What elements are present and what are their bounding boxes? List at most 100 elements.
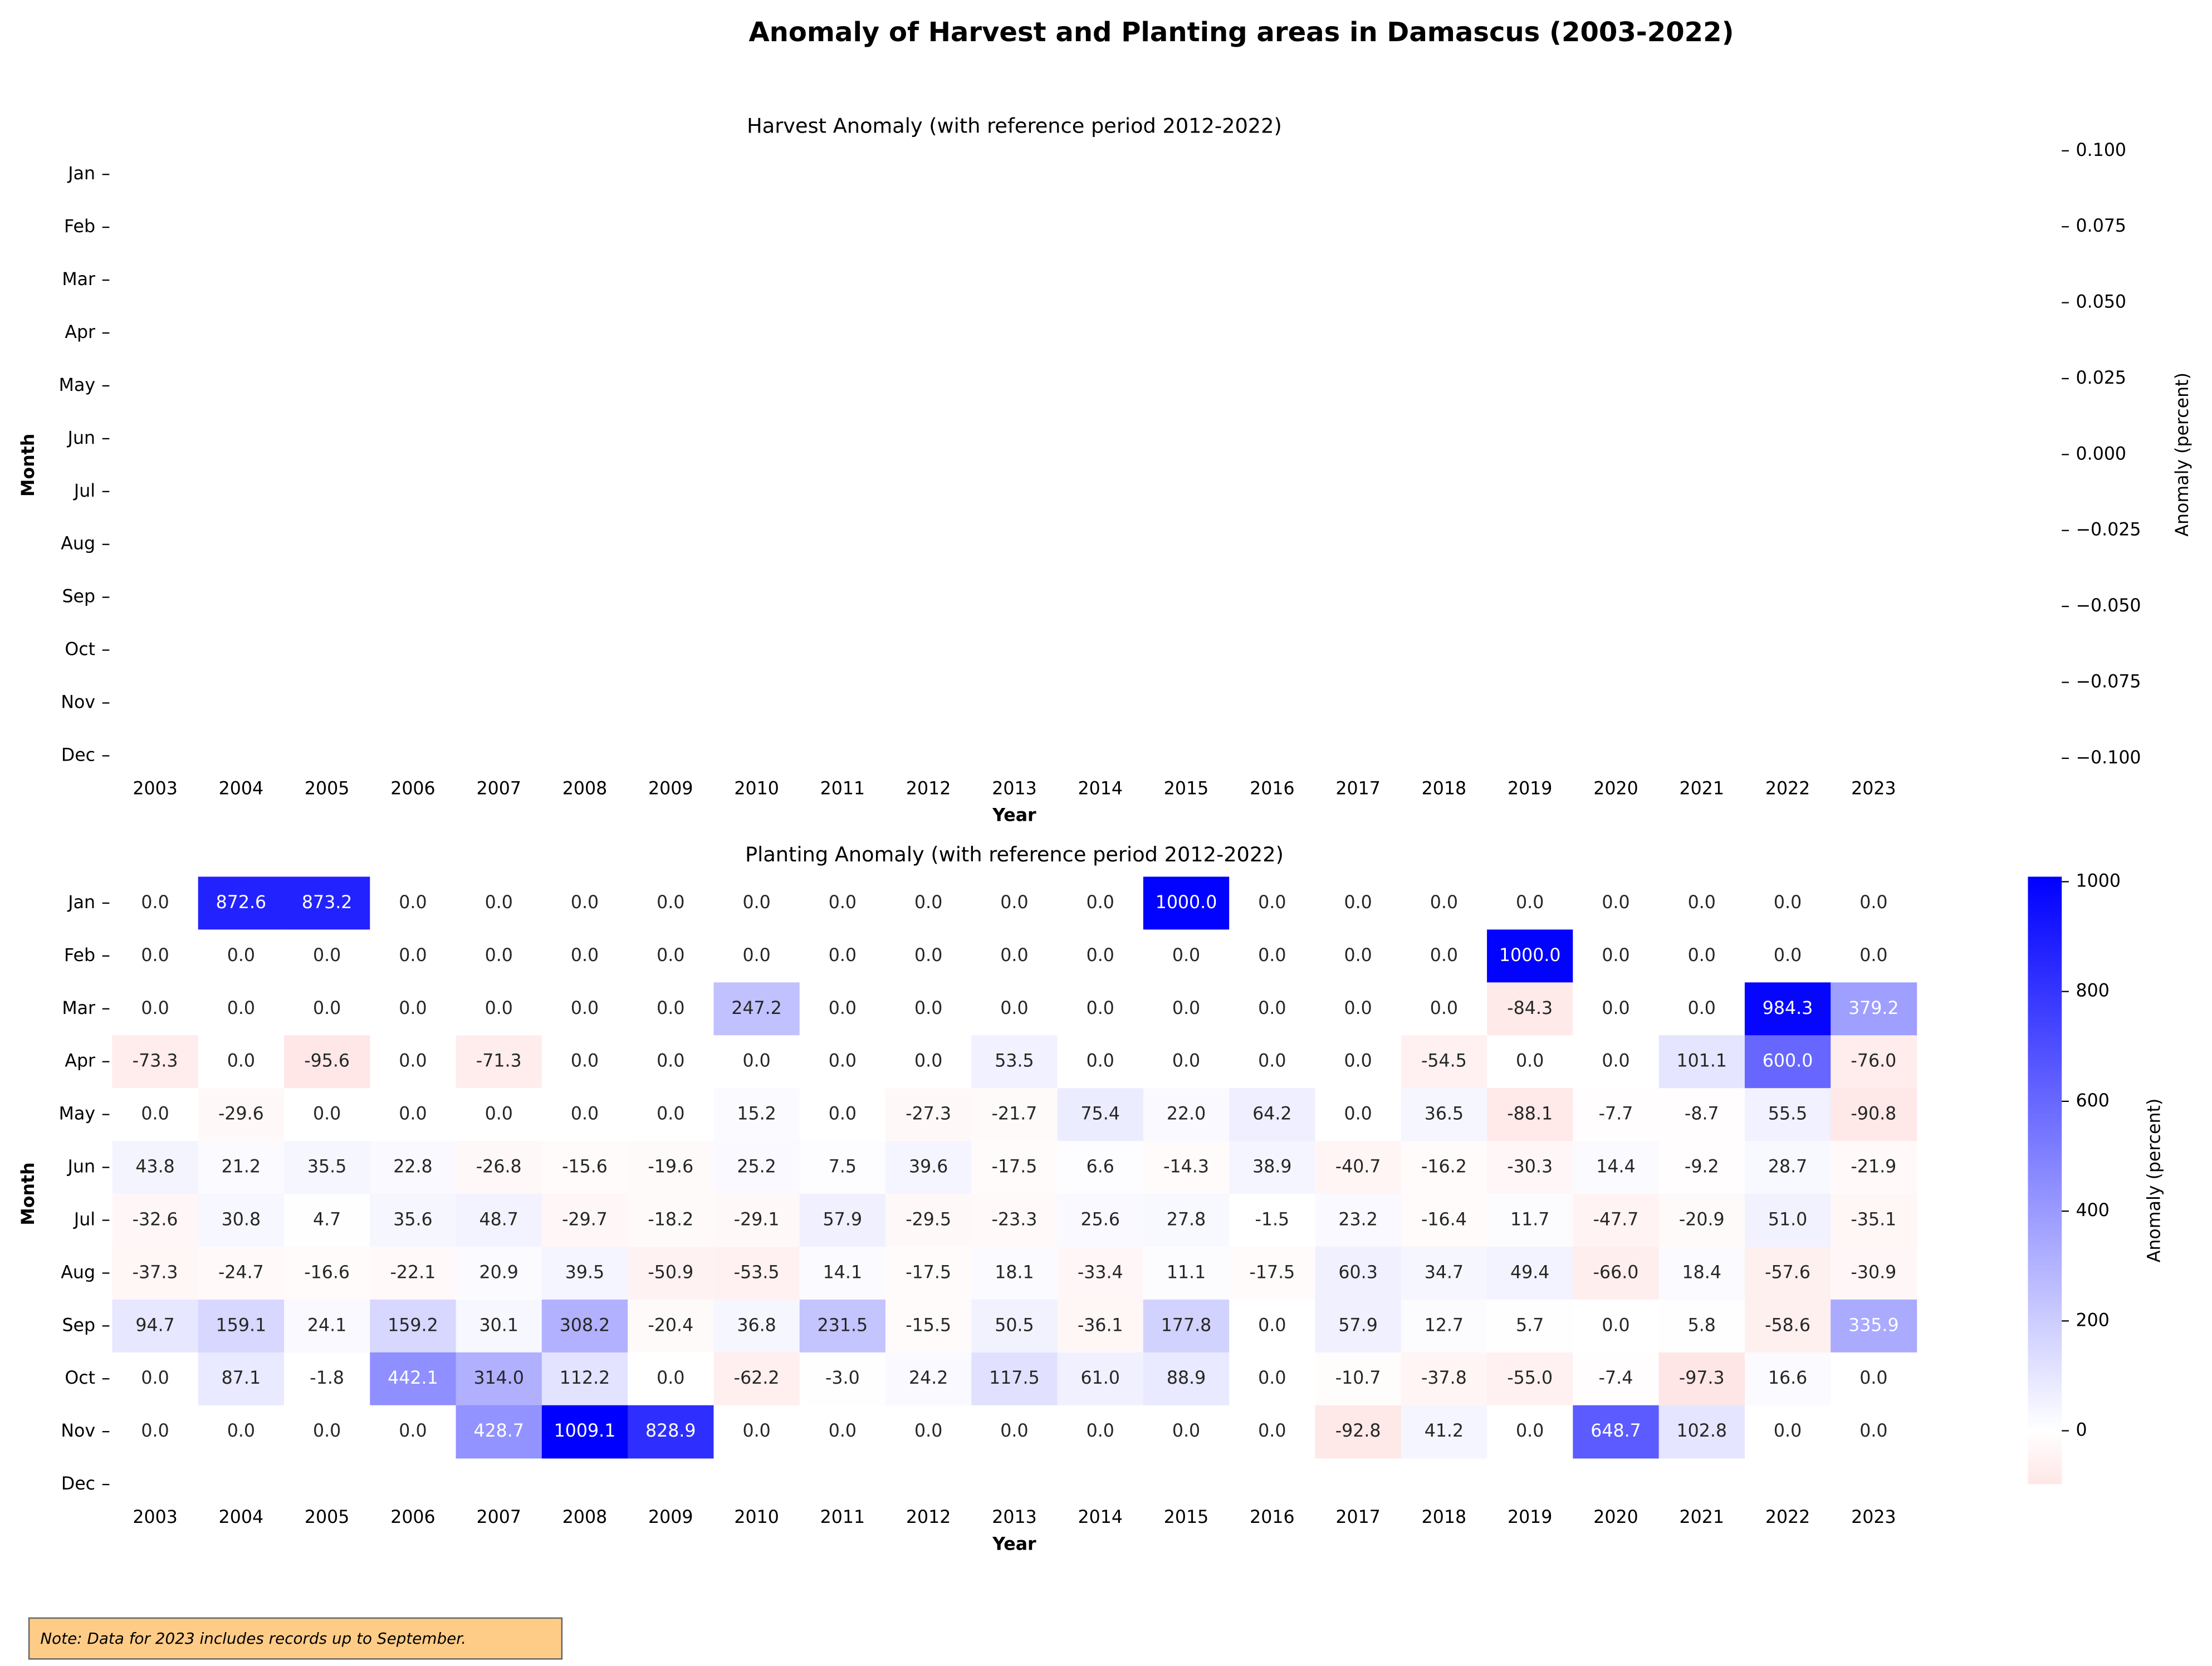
cell-label: -53.5 bbox=[734, 1262, 780, 1282]
heatmap-cell bbox=[885, 1352, 972, 1406]
cell-label: -27.3 bbox=[906, 1104, 951, 1124]
heatmap-cell bbox=[1658, 929, 1745, 983]
cell-label: -35.1 bbox=[1851, 1209, 1896, 1229]
heatmap-cell bbox=[628, 1194, 715, 1247]
cell-label: -76.0 bbox=[1851, 1051, 1896, 1071]
cell-label: 0.0 bbox=[1774, 1421, 1802, 1441]
heatmap-cell bbox=[1057, 1194, 1144, 1247]
heatmap-cell bbox=[1401, 982, 1487, 1036]
heatmap-cell bbox=[1401, 1299, 1487, 1353]
cell-label: 34.7 bbox=[1425, 1262, 1464, 1282]
heatmap-cell bbox=[541, 1035, 628, 1089]
heatmap-cell bbox=[1831, 1352, 1917, 1406]
cell-label: 87.1 bbox=[222, 1368, 261, 1388]
heatmap-cell bbox=[1229, 1088, 1316, 1141]
heatmap-cell bbox=[1573, 1035, 1660, 1089]
y-tick-label: Apr bbox=[65, 322, 95, 342]
cell-label: 88.9 bbox=[1167, 1368, 1206, 1388]
cell-label: -14.3 bbox=[1163, 1157, 1209, 1177]
cell-label: -24.7 bbox=[218, 1262, 264, 1282]
heatmap-cell bbox=[370, 1088, 457, 1141]
heatmap-cell bbox=[284, 1035, 371, 1089]
y-tick-label: Feb bbox=[64, 217, 95, 237]
heatmap-cell bbox=[541, 1088, 628, 1141]
heatmap-cell bbox=[1573, 1194, 1660, 1247]
cell-label: 0.0 bbox=[227, 1051, 255, 1071]
heatmap-cell bbox=[1143, 1299, 1230, 1353]
y-tick-label: Jun bbox=[67, 1157, 95, 1177]
heatmap-cell bbox=[198, 1088, 285, 1141]
heatmap-cell bbox=[1143, 982, 1230, 1036]
x-tick-label: 2013 bbox=[992, 779, 1036, 799]
heatmap-cell bbox=[799, 1035, 886, 1089]
cell-label: 0.0 bbox=[227, 998, 255, 1018]
cell-label: 0.0 bbox=[1688, 945, 1716, 966]
cell-label: 308.2 bbox=[560, 1315, 610, 1335]
x-tick-label: 2019 bbox=[1508, 1507, 1552, 1527]
heatmap-cell bbox=[112, 876, 199, 930]
cell-label: 314.0 bbox=[473, 1368, 524, 1388]
cell-label: -22.1 bbox=[390, 1262, 436, 1282]
colorbar-tick-label: 0.050 bbox=[2076, 292, 2127, 312]
heatmap-cell bbox=[198, 876, 285, 930]
heatmap-cell bbox=[1487, 1141, 1574, 1194]
heatmap-cell bbox=[1315, 1141, 1402, 1194]
cell-label: -3.0 bbox=[825, 1368, 860, 1388]
heatmap-cell bbox=[1573, 1352, 1660, 1406]
heatmap-cell bbox=[1315, 1088, 1402, 1141]
y-tick-label: Jan bbox=[67, 893, 95, 913]
heatmap-cell bbox=[284, 982, 371, 1036]
heatmap-cell bbox=[971, 1088, 1058, 1141]
cell-label: -32.6 bbox=[133, 1209, 178, 1229]
heatmap-cell bbox=[112, 929, 199, 983]
note-box bbox=[28, 1617, 563, 1660]
heatmap-cell bbox=[112, 1299, 199, 1353]
cell-label: 379.2 bbox=[1848, 998, 1899, 1018]
cell-label: 0.0 bbox=[485, 1104, 513, 1124]
heatmap-cell bbox=[1229, 929, 1316, 983]
heatmap-cell bbox=[1487, 982, 1574, 1036]
heatmap-cell bbox=[456, 1194, 542, 1247]
x-tick-label: 2017 bbox=[1335, 1507, 1380, 1527]
heatmap-cell bbox=[1401, 1088, 1487, 1141]
y-tick-label: Mar bbox=[62, 998, 95, 1018]
cell-label: 12.7 bbox=[1425, 1315, 1464, 1335]
heatmap-cell bbox=[1831, 1194, 1917, 1247]
x-tick-label: 2005 bbox=[305, 779, 349, 799]
heatmap-cell bbox=[713, 982, 800, 1036]
heatmap-cell bbox=[370, 1299, 457, 1353]
cell-label: -19.6 bbox=[648, 1157, 693, 1177]
cell-label: -17.5 bbox=[906, 1262, 951, 1282]
x-tick-label: 2016 bbox=[1250, 1507, 1294, 1527]
heatmap-cell bbox=[628, 1141, 715, 1194]
heatmap-cell bbox=[284, 876, 371, 930]
heatmap-cell bbox=[971, 982, 1058, 1036]
cell-label: 49.4 bbox=[1510, 1262, 1549, 1282]
x-tick-label: 2022 bbox=[1765, 779, 1810, 799]
cell-label: -92.8 bbox=[1335, 1421, 1381, 1441]
cell-label: -37.3 bbox=[133, 1262, 178, 1282]
heatmap-cell bbox=[799, 1246, 886, 1300]
cell-label: 0.0 bbox=[829, 893, 857, 913]
heatmap-cell bbox=[1229, 1352, 1316, 1406]
colorbar-tick-label: 400 bbox=[2076, 1200, 2110, 1221]
heatmap-cell bbox=[885, 876, 972, 930]
cell-label: -29.1 bbox=[734, 1209, 780, 1229]
x-tick-label: 2020 bbox=[1593, 1507, 1638, 1527]
heatmap-cell bbox=[628, 1246, 715, 1300]
cell-label: 27.8 bbox=[1167, 1209, 1206, 1229]
heatmap-cell bbox=[628, 1299, 715, 1353]
heatmap-cell bbox=[1744, 876, 1831, 930]
cell-label: 7.5 bbox=[829, 1157, 857, 1177]
heatmap-cell bbox=[971, 1141, 1058, 1194]
x-tick-label: 2012 bbox=[906, 1507, 951, 1527]
cell-label: -17.5 bbox=[992, 1157, 1038, 1177]
heatmap-cell bbox=[112, 1194, 199, 1247]
cell-label: -71.3 bbox=[476, 1051, 522, 1071]
cell-label: 20.9 bbox=[479, 1262, 518, 1282]
cell-label: 0.0 bbox=[1688, 998, 1716, 1018]
cell-label: -21.9 bbox=[1851, 1157, 1896, 1177]
y-tick-label: Nov bbox=[61, 692, 95, 712]
heatmap-cell bbox=[628, 929, 715, 983]
heatmap-cell bbox=[1401, 1035, 1487, 1089]
